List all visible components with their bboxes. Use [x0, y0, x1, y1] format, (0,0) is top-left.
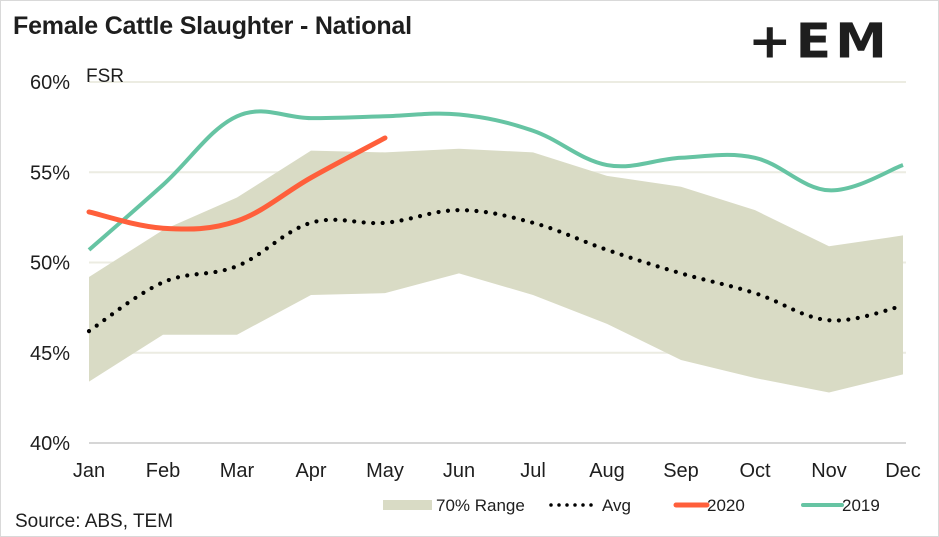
x-tick-label: Nov: [811, 460, 847, 482]
x-tick-label: Feb: [146, 460, 180, 482]
y-tick-label: 50%: [30, 253, 70, 275]
legend-swatch-range: [383, 500, 432, 510]
x-tick-label: Sep: [663, 460, 699, 482]
tem-logo: +EM: [748, 14, 891, 70]
x-tick-label: May: [366, 460, 404, 482]
x-tick-label: Jul: [520, 460, 546, 482]
chart-title: Female Cattle Slaughter - National: [13, 12, 412, 40]
series-line-2020: [86, 135, 388, 232]
y-tick-label: 40%: [30, 433, 70, 455]
legend-label-2020: 2020: [707, 496, 745, 515]
legend-label-2019: 2019: [842, 496, 880, 515]
series-line-avg: [86, 208, 906, 334]
source-note: Source: ABS, TEM: [15, 511, 174, 532]
y-tick-label: 60%: [30, 72, 70, 94]
x-tick-label: Jun: [443, 460, 475, 482]
y-axis-label: FSR: [86, 66, 124, 87]
y-tick-label: 45%: [30, 343, 70, 365]
legend: 70% Range Avg 2020 2019: [383, 496, 880, 515]
series-line-2019: [87, 109, 904, 252]
x-tick-label: Aug: [589, 460, 625, 482]
legend-label-range: 70% Range: [436, 496, 525, 515]
y-tick-label: 55%: [30, 162, 70, 184]
x-tick-label: Jan: [73, 460, 105, 482]
x-tick-label: Dec: [885, 460, 921, 482]
x-tick-label: Oct: [739, 460, 771, 482]
x-tick-label: Mar: [220, 460, 255, 482]
legend-label-avg: Avg: [602, 496, 631, 515]
x-tick-label: Apr: [295, 460, 326, 482]
range-band: [89, 148, 903, 393]
